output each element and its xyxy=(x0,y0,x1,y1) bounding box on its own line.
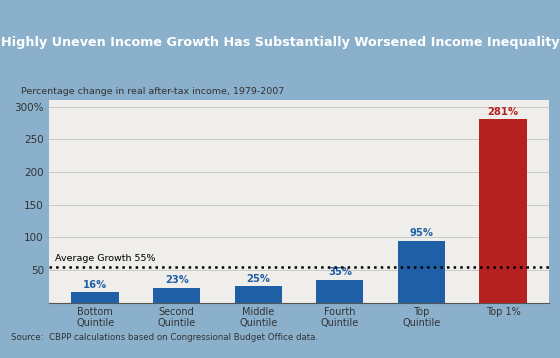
Text: 281%: 281% xyxy=(487,107,519,117)
Text: Highly Uneven Income Growth Has Substantially Worsened Income Inequality: Highly Uneven Income Growth Has Substant… xyxy=(1,35,559,49)
Text: 23%: 23% xyxy=(165,275,189,285)
Text: 35%: 35% xyxy=(328,267,352,277)
Text: Source:  CBPP calculations based on Congressional Budget Office data.: Source: CBPP calculations based on Congr… xyxy=(11,333,318,342)
Bar xyxy=(72,292,119,303)
Text: 95%: 95% xyxy=(409,228,433,238)
Text: Average Growth 55%: Average Growth 55% xyxy=(55,255,155,263)
Bar xyxy=(479,119,526,303)
Bar xyxy=(316,280,363,303)
Bar xyxy=(153,287,200,303)
Text: 16%: 16% xyxy=(83,280,108,290)
Text: 25%: 25% xyxy=(246,274,270,284)
Bar xyxy=(398,241,445,303)
Bar xyxy=(235,286,282,303)
Text: Percentage change in real after-tax income, 1979-2007: Percentage change in real after-tax inco… xyxy=(21,87,284,96)
